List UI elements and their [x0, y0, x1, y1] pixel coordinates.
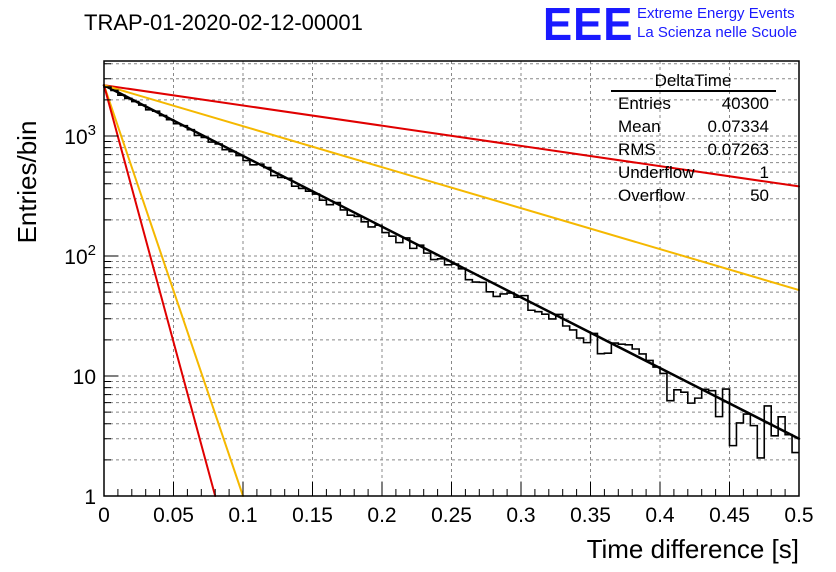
- stats-value: 50: [750, 186, 769, 205]
- x-tick-label: 0.2: [367, 504, 396, 527]
- histogram-outline: [103, 85, 799, 459]
- stats-value: 1: [760, 163, 769, 182]
- histogram: [103, 85, 799, 459]
- stats-label: Entries: [618, 94, 671, 113]
- x-tick-label: 0.25: [431, 504, 472, 527]
- x-tick-label: 0: [98, 504, 110, 527]
- x-tick-label: 0.1: [228, 504, 257, 527]
- stats-box: DeltaTime Entries 40300 Mean 0.07334 RMS 0.072…: [611, 71, 776, 205]
- stats-label: Overflow: [618, 186, 686, 205]
- y-tick-labels: 1 10 102 103: [64, 122, 96, 509]
- x-axis-label: Time difference [s]: [587, 534, 799, 564]
- stats-label: RMS: [618, 140, 656, 159]
- fit-line-3: [103, 84, 800, 292]
- logo-caption-line1: Extreme Energy Events: [637, 5, 795, 22]
- stats-value: 0.07263: [708, 140, 769, 159]
- stats-value: 0.07334: [708, 117, 769, 136]
- grid-lines: [104, 61, 799, 496]
- y-tick-label: 102: [64, 242, 96, 269]
- y-tick-label: 1: [84, 486, 96, 509]
- stats-name: DeltaTime: [655, 71, 732, 90]
- stats-label: Underflow: [618, 163, 695, 182]
- x-tick-label: 0.05: [153, 504, 194, 527]
- x-tick-label: 0.4: [645, 504, 675, 527]
- x-tick-labels: 0 0.05 0.1 0.15 0.2 0.25 0.3 0.35 0.4 0.45 0.5: [98, 504, 813, 527]
- fit-line-5: [103, 84, 217, 497]
- logo-caption-line2: La Scienza nelle Scuole: [637, 24, 798, 41]
- fit-line-4: [103, 84, 244, 497]
- x-tick-label: 0.15: [292, 504, 333, 527]
- fit-line-2: [103, 84, 800, 188]
- eee-logo: EEE: [543, 0, 634, 50]
- logo-caption: Extreme Energy Events La Scienza nelle S…: [637, 4, 797, 42]
- axis-ticks: [103, 63, 800, 497]
- plot-title: TRAP-01-2020-02-12-00001: [84, 10, 363, 35]
- stats-value: 40300: [722, 94, 769, 113]
- stats-label: Mean: [618, 117, 661, 136]
- y-tick-label: 10: [73, 366, 96, 389]
- y-tick-label: 103: [64, 122, 96, 149]
- x-tick-label: 0.45: [709, 504, 750, 527]
- x-tick-label: 0.3: [506, 504, 535, 527]
- x-tick-label: 0.5: [784, 504, 813, 527]
- x-tick-label: 0.35: [570, 504, 611, 527]
- y-axis-label: Entries/bin: [12, 121, 42, 244]
